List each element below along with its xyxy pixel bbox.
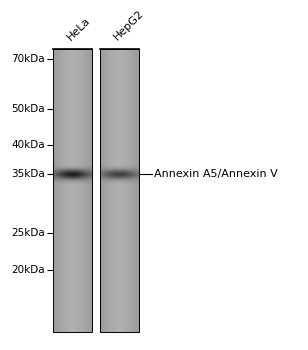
Bar xyxy=(66,49,67,332)
Text: 40kDa: 40kDa xyxy=(11,140,45,150)
Bar xyxy=(133,49,134,332)
Bar xyxy=(59,49,60,332)
Bar xyxy=(57,49,58,332)
Bar xyxy=(101,49,102,332)
Bar xyxy=(64,49,65,332)
Bar xyxy=(80,49,81,332)
Bar xyxy=(102,49,103,332)
Bar xyxy=(115,49,116,332)
Bar xyxy=(72,49,73,332)
Bar xyxy=(126,49,127,332)
Bar xyxy=(99,49,101,332)
Bar xyxy=(121,49,122,332)
Bar xyxy=(103,49,105,332)
Text: HepG2: HepG2 xyxy=(112,8,146,42)
Bar xyxy=(129,49,130,332)
Bar xyxy=(110,49,111,332)
Bar xyxy=(56,49,57,332)
Bar xyxy=(82,49,83,332)
Bar xyxy=(134,49,135,332)
Bar xyxy=(83,49,84,332)
Bar xyxy=(117,49,118,332)
Bar xyxy=(75,49,76,332)
Bar xyxy=(119,49,120,332)
Bar xyxy=(116,49,117,332)
Bar xyxy=(67,49,68,332)
Bar xyxy=(71,49,72,332)
Bar xyxy=(131,49,132,332)
Bar xyxy=(73,49,74,332)
Bar xyxy=(120,49,121,332)
Bar xyxy=(74,49,75,332)
Bar xyxy=(53,49,54,332)
Bar xyxy=(135,49,136,332)
Bar xyxy=(90,49,91,332)
Bar xyxy=(87,49,88,332)
Text: Annexin A5/Annexin V: Annexin A5/Annexin V xyxy=(154,169,278,180)
Bar xyxy=(122,49,123,332)
Bar xyxy=(58,49,59,332)
Bar xyxy=(65,49,66,332)
Bar xyxy=(76,49,77,332)
Bar xyxy=(60,49,61,332)
Bar xyxy=(55,49,56,332)
Bar xyxy=(61,49,62,332)
Bar xyxy=(84,49,85,332)
Bar xyxy=(77,49,78,332)
Bar xyxy=(89,49,90,332)
Bar xyxy=(63,49,64,332)
Bar xyxy=(138,49,139,332)
Text: 50kDa: 50kDa xyxy=(11,104,45,114)
Bar xyxy=(109,49,110,332)
Bar xyxy=(124,49,125,332)
Bar xyxy=(91,49,92,332)
Bar xyxy=(99,49,139,332)
Bar xyxy=(137,49,138,332)
Text: 25kDa: 25kDa xyxy=(11,228,45,238)
Bar xyxy=(130,49,131,332)
Text: 35kDa: 35kDa xyxy=(11,169,45,180)
Bar xyxy=(78,49,79,332)
Bar xyxy=(86,49,87,332)
Bar xyxy=(118,49,119,332)
Bar xyxy=(114,49,115,332)
Bar xyxy=(53,49,92,332)
Bar xyxy=(106,49,107,332)
Bar xyxy=(111,49,113,332)
Bar xyxy=(68,49,69,332)
Bar xyxy=(128,49,129,332)
Text: HeLa: HeLa xyxy=(66,15,93,42)
Bar xyxy=(105,49,106,332)
Bar xyxy=(69,49,70,332)
Text: 70kDa: 70kDa xyxy=(11,55,45,64)
Bar xyxy=(54,49,55,332)
Bar xyxy=(107,49,109,332)
Bar xyxy=(62,49,63,332)
Bar xyxy=(125,49,126,332)
Text: 20kDa: 20kDa xyxy=(11,265,45,275)
Bar xyxy=(113,49,114,332)
Bar xyxy=(127,49,128,332)
Bar xyxy=(85,49,86,332)
Bar xyxy=(79,49,80,332)
Bar xyxy=(123,49,124,332)
Bar xyxy=(70,49,71,332)
Bar xyxy=(81,49,82,332)
Bar xyxy=(88,49,89,332)
